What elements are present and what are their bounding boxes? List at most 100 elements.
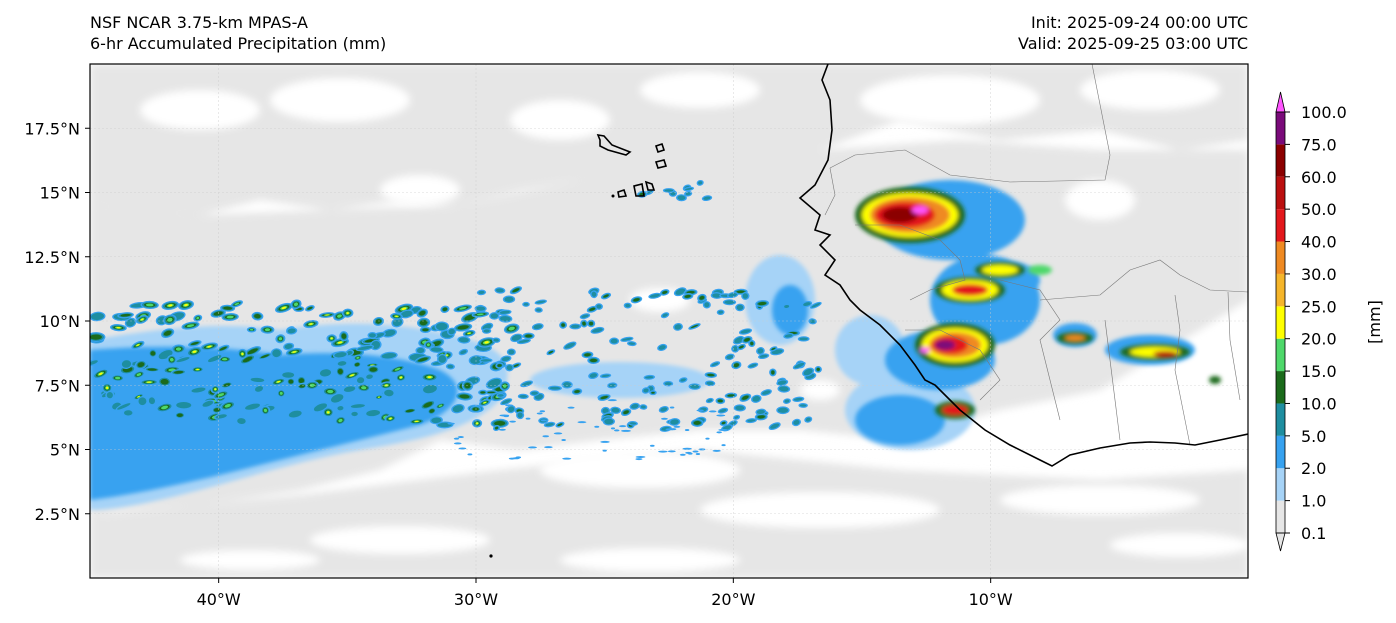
init-time: Init: 2025-09-24 00:00 UTC (1030, 13, 1248, 32)
rain-cell (166, 354, 177, 365)
rain-cell (474, 305, 487, 312)
rain-cell (704, 380, 716, 387)
rain-streak (618, 425, 627, 428)
rain-cell (516, 338, 531, 345)
rain-cell (801, 300, 813, 308)
rain-streak (667, 450, 676, 453)
colorbar-frame (1275, 111, 1286, 534)
rain-cell (161, 300, 180, 310)
rain-cell (777, 385, 791, 393)
rain-cell (506, 348, 516, 356)
rain-cell (181, 321, 200, 330)
rain-streak (498, 428, 506, 431)
rain-cell (303, 320, 319, 329)
rain-cell (296, 382, 308, 390)
rain-cell (286, 327, 298, 335)
rain-streak (692, 450, 699, 453)
rain-cell (657, 343, 668, 352)
rain-cell (120, 359, 133, 369)
rain-cell (516, 411, 525, 420)
rain-cell (586, 305, 598, 313)
rain-cell (620, 408, 632, 417)
rain-cell (600, 292, 612, 300)
rain-streak (602, 449, 607, 452)
rain-streak (453, 437, 460, 440)
colorbar-label: 100.0 (1301, 103, 1347, 122)
lon-tick-label: 30°W (454, 590, 498, 609)
rain-cell (122, 409, 134, 417)
rain-cell (590, 326, 605, 334)
rain-cell (630, 296, 643, 304)
rain-streak (512, 457, 520, 460)
rain-streak (594, 425, 600, 428)
rain-cell (419, 326, 432, 333)
rain-streak (673, 425, 681, 428)
rain-cell (755, 408, 767, 416)
rain-cell (290, 299, 302, 310)
rain-cell (276, 389, 286, 398)
rain-cell (571, 388, 583, 395)
rain-cell (117, 312, 134, 319)
rain-cell (249, 376, 266, 384)
rain-cell (531, 323, 544, 331)
rain-cell (134, 359, 148, 370)
rain-cell (739, 393, 752, 402)
rain-cell (200, 399, 215, 409)
rain-cell (496, 392, 506, 398)
lat-tick-label: 5°N (50, 441, 80, 460)
rain-cell (735, 303, 745, 312)
rain-cell (157, 376, 172, 387)
rain-cell (510, 333, 523, 343)
lat-tick-label: 15°N (40, 184, 80, 203)
rain-streak (527, 446, 538, 449)
rain-streak (539, 410, 546, 413)
rain-cell (101, 382, 113, 393)
rain-cell (769, 368, 777, 377)
rain-cell (454, 323, 473, 332)
rain-streak (687, 452, 693, 455)
rain-cell (239, 354, 256, 365)
rain-cell (809, 301, 822, 309)
rain-cell (349, 410, 360, 418)
rain-cell (435, 402, 446, 410)
rain-cell (620, 336, 634, 342)
rain-cell (590, 290, 598, 299)
rain-cell (380, 351, 398, 360)
rain-cell (522, 332, 535, 340)
rain-cell (230, 300, 243, 308)
lon-tick-label: 40°W (197, 590, 241, 609)
rain-cell (390, 312, 403, 320)
rain-cell (594, 303, 603, 310)
rain-cell (741, 336, 753, 344)
rain-cell (356, 383, 371, 393)
rain-cell (769, 346, 778, 352)
rain-cell (529, 390, 540, 397)
dry-area (140, 70, 1248, 572)
rain-cell (534, 299, 547, 305)
rain-streak (525, 417, 531, 420)
rain-cell (457, 336, 471, 344)
rain-cell (731, 344, 740, 353)
rain-cell (683, 186, 695, 192)
colorbar-label: 75.0 (1301, 135, 1337, 154)
rain-streak (447, 422, 455, 425)
rain-cell (727, 291, 739, 299)
rain-streak (509, 420, 516, 423)
lat-tick-label: 7.5°N (35, 376, 80, 395)
rain-streak (458, 447, 467, 450)
rain-cell (220, 304, 236, 312)
lat-tick-label: 2.5°N (35, 505, 80, 524)
colorbar-min-extend (1275, 532, 1286, 552)
rain-cell (534, 307, 543, 313)
rain-cell (318, 312, 336, 318)
rain-cell (305, 305, 315, 312)
rain-cell (792, 361, 806, 370)
rain-cell (709, 361, 721, 368)
rain-streak (635, 455, 646, 458)
rain-cell (484, 390, 498, 395)
rain-streak (696, 409, 704, 412)
header-right: Init: 2025-09-24 00:00 UTC Valid: 2025-0… (1018, 12, 1248, 54)
rain-cell (471, 419, 483, 428)
rain-cell (716, 309, 725, 315)
colorbar-label: 40.0 (1301, 233, 1337, 252)
